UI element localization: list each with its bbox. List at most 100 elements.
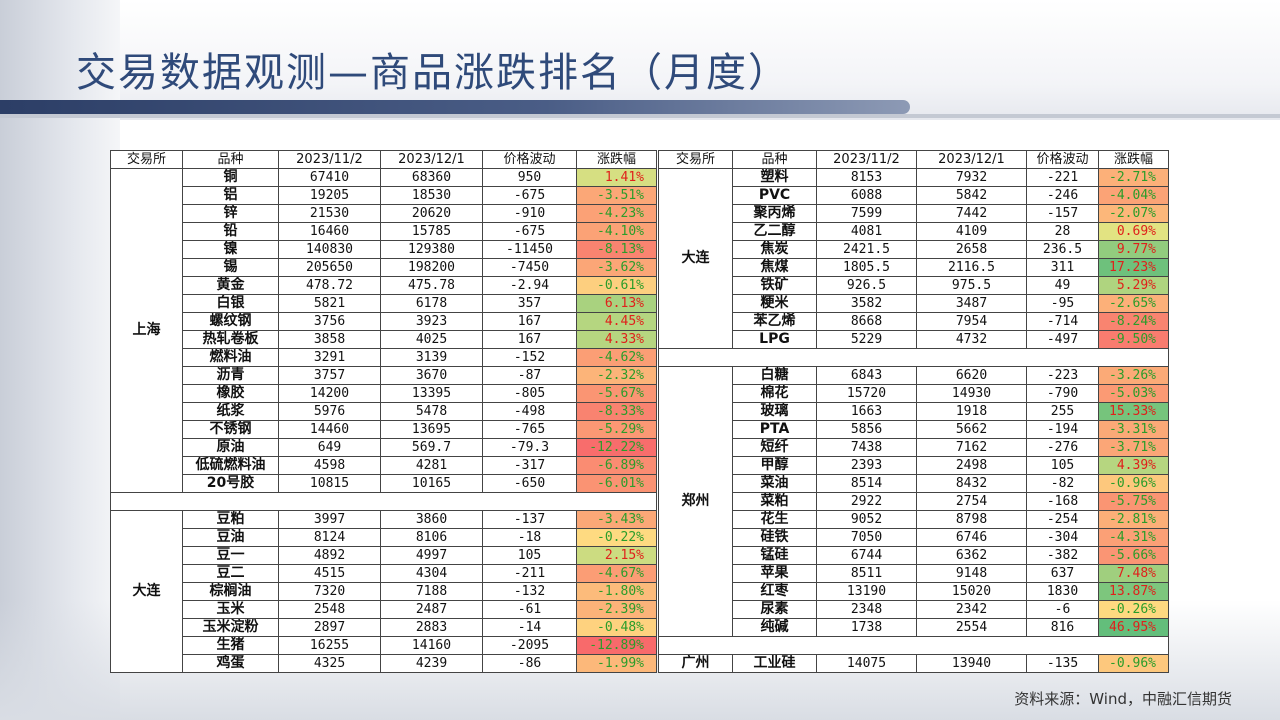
- value-cell: 8668: [816, 312, 917, 331]
- value-cell: 8432: [916, 474, 1027, 493]
- change-pct-cell: -2.39%: [576, 600, 657, 619]
- value-cell: 637: [1026, 564, 1099, 583]
- commodity-name-cell: 燃料油: [182, 348, 279, 367]
- value-cell: 4239: [380, 654, 483, 673]
- value-cell: -675: [482, 222, 577, 241]
- commodity-name-cell: 铁矿: [732, 276, 817, 295]
- exchange-cell: 大连: [658, 168, 733, 349]
- value-cell: 5856: [816, 420, 917, 439]
- value-cell: -79.3: [482, 438, 577, 457]
- table-row: 焦煤 1805.5 2116.5 311 17.23%: [659, 258, 1169, 277]
- value-cell: 4304: [380, 564, 483, 583]
- commodity-name-cell: 白银: [182, 294, 279, 313]
- value-cell: -14: [482, 618, 577, 637]
- group-separator-row: [110, 492, 657, 511]
- value-cell: -276: [1026, 438, 1099, 457]
- commodity-name-cell: 焦炭: [732, 240, 817, 259]
- commodity-name-cell: 玻璃: [732, 402, 817, 421]
- commodity-name-cell: 低硫燃料油: [182, 456, 279, 475]
- table-row: 尿素 2348 2342 -6 -0.26%: [659, 600, 1169, 619]
- table-row: 豆油 8124 8106 -18 -0.22%: [111, 528, 657, 547]
- commodity-name-cell: 镍: [182, 240, 279, 259]
- table-row: 螺纹钢 3756 3923 167 4.45%: [111, 312, 657, 331]
- value-cell: 2393: [816, 456, 917, 475]
- commodity-name-cell: 不锈钢: [182, 420, 279, 439]
- value-cell: -194: [1026, 420, 1099, 439]
- table-row: PTA 5856 5662 -194 -3.31%: [659, 420, 1169, 439]
- group-separator-row: [658, 636, 1169, 655]
- value-cell: 5976: [278, 402, 381, 421]
- exchange-cell: 广州: [658, 654, 733, 673]
- commodity-table-left: 交易所 品种 2023/11/2 2023/12/1 价格波动 涨跌幅 上海铜 67410 6…: [110, 150, 657, 673]
- value-cell: 2342: [916, 600, 1027, 619]
- value-cell: 3756: [278, 312, 381, 331]
- value-cell: 1805.5: [816, 258, 917, 277]
- commodity-name-cell: 纸浆: [182, 402, 279, 421]
- commodity-name-cell: 豆油: [182, 528, 279, 547]
- column-header: 价格波动: [482, 150, 577, 169]
- change-pct-cell: -3.43%: [576, 510, 657, 529]
- change-pct-cell: 1.41%: [576, 168, 657, 187]
- value-cell: -152: [482, 348, 577, 367]
- value-cell: 3139: [380, 348, 483, 367]
- commodity-name-cell: 焦煤: [732, 258, 817, 277]
- commodity-name-cell: 铜: [182, 168, 279, 187]
- value-cell: 8511: [816, 564, 917, 583]
- value-cell: -211: [482, 564, 577, 583]
- value-cell: 311: [1026, 258, 1099, 277]
- commodity-name-cell: 苯乙烯: [732, 312, 817, 331]
- table-row: 镍 140830 129380 -11450 -8.13%: [111, 240, 657, 259]
- value-cell: 7438: [816, 438, 917, 457]
- value-cell: -82: [1026, 474, 1099, 493]
- commodity-name-cell: 纯碱: [732, 618, 817, 637]
- commodity-name-cell: 工业硅: [732, 654, 817, 673]
- commodity-name-cell: 聚丙烯: [732, 204, 817, 223]
- value-cell: 140830: [278, 240, 381, 259]
- column-header: 2023/11/2: [816, 150, 917, 169]
- value-cell: 4515: [278, 564, 381, 583]
- value-cell: 7162: [916, 438, 1027, 457]
- value-cell: 2548: [278, 600, 381, 619]
- change-pct-cell: -3.71%: [1098, 438, 1169, 457]
- value-cell: 205650: [278, 258, 381, 277]
- table-row: 短纤 7438 7162 -276 -3.71%: [659, 438, 1169, 457]
- table-row: 热轧卷板 3858 4025 167 4.33%: [111, 330, 657, 349]
- value-cell: 167: [482, 312, 577, 331]
- commodity-name-cell: 沥青: [182, 366, 279, 385]
- change-pct-cell: -0.22%: [576, 528, 657, 547]
- value-cell: 7954: [916, 312, 1027, 331]
- value-cell: -805: [482, 384, 577, 403]
- value-cell: -18: [482, 528, 577, 547]
- value-cell: 255: [1026, 402, 1099, 421]
- exchange-cell: 上海: [110, 168, 183, 493]
- value-cell: 1918: [916, 402, 1027, 421]
- value-cell: 8514: [816, 474, 917, 493]
- column-header: 品种: [732, 150, 817, 169]
- commodity-name-cell: 乙二醇: [732, 222, 817, 241]
- table-header-row: 交易所 品种 2023/11/2 2023/12/1 价格波动 涨跌幅: [658, 150, 1169, 169]
- table-row: 花生 9052 8798 -254 -2.81%: [659, 510, 1169, 529]
- value-cell: -6: [1026, 600, 1099, 619]
- value-cell: 975.5: [916, 276, 1027, 295]
- change-pct-cell: -8.33%: [576, 402, 657, 421]
- change-pct-cell: 7.48%: [1098, 564, 1169, 583]
- value-cell: -254: [1026, 510, 1099, 529]
- commodity-name-cell: 尿素: [732, 600, 817, 619]
- table-row: 硅铁 7050 6746 -304 -4.31%: [659, 528, 1169, 547]
- value-cell: 2883: [380, 618, 483, 637]
- value-cell: 10815: [278, 474, 381, 493]
- exchange-cell: 大连: [110, 510, 183, 673]
- table-row: 菜油 8514 8432 -82 -0.96%: [659, 474, 1169, 493]
- value-cell: 2897: [278, 618, 381, 637]
- commodity-name-cell: 黄金: [182, 276, 279, 295]
- commodity-name-cell: 锡: [182, 258, 279, 277]
- value-cell: 4025: [380, 330, 483, 349]
- commodity-name-cell: 棕榈油: [182, 582, 279, 601]
- value-cell: 67410: [278, 168, 381, 187]
- value-cell: -168: [1026, 492, 1099, 511]
- value-cell: 20620: [380, 204, 483, 223]
- value-cell: 7932: [916, 168, 1027, 187]
- value-cell: 13940: [916, 654, 1027, 673]
- column-header: 交易所: [658, 150, 733, 169]
- title-underline-bar: [0, 100, 910, 114]
